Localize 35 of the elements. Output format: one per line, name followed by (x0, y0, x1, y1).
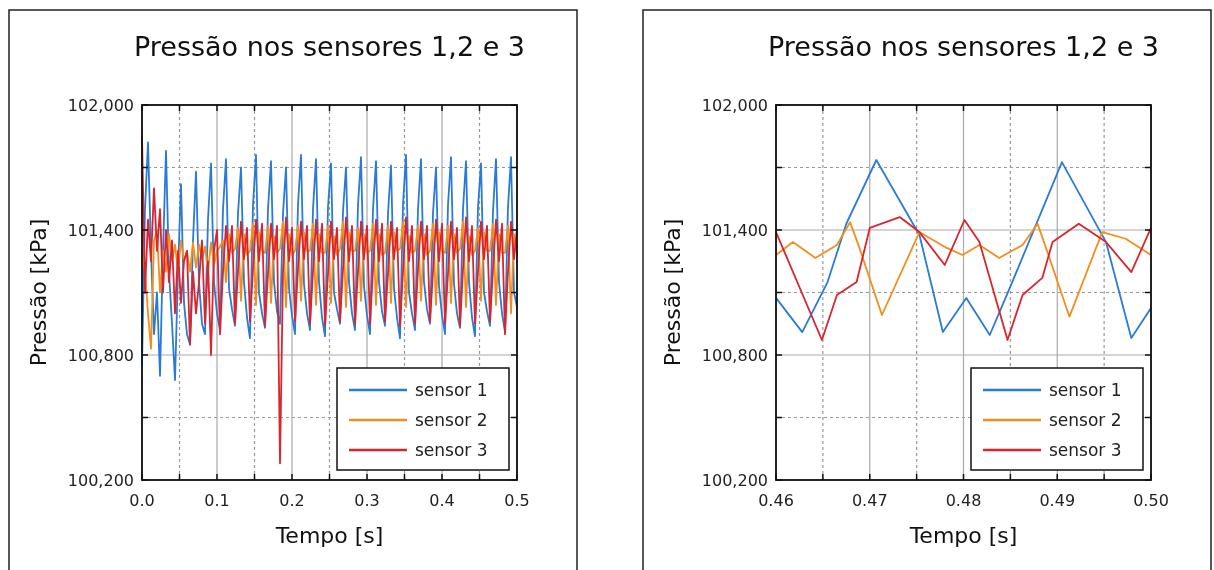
legend-label: sensor 3 (415, 440, 488, 460)
x-axis-title: Tempo [s] (908, 523, 1018, 548)
x-tick-label: 0.46 (758, 491, 794, 510)
y-axis-title: Pressão [kPa] (26, 218, 51, 367)
chart-title: Pressão nos sensores 1,2 e 3 (133, 31, 526, 62)
x-tick-label: 0.49 (1039, 491, 1076, 510)
legend-label: sensor 2 (1049, 410, 1122, 430)
line-series (775, 159, 1152, 339)
legend-label: sensor 3 (1049, 440, 1122, 460)
legend-label: sensor 2 (415, 410, 488, 430)
x-tick-label: 0.48 (945, 491, 982, 510)
y-tick-label: 101,400 (67, 221, 134, 240)
y-tick-label: 102,000 (67, 96, 134, 115)
y-tick-label: 100,800 (701, 346, 768, 365)
x-tick-label: 0.2 (279, 491, 305, 510)
x-tick-label: 0.47 (851, 491, 888, 510)
x-tick-label: 0.4 (429, 491, 455, 510)
x-tick-label: 0.1 (204, 491, 230, 510)
chart-title: Pressão nos sensores 1,2 e 3 (767, 31, 1160, 62)
line-series (775, 216, 1152, 341)
x-tick-label: 0.3 (354, 491, 380, 510)
line-series (775, 221, 1152, 318)
y-tick-label: 100,200 (701, 471, 768, 490)
x-tick-label: 0.0 (129, 491, 155, 510)
x-tick-label: 0.50 (1133, 491, 1169, 510)
y-tick-label: 100,200 (67, 471, 134, 490)
line-series (141, 220, 518, 350)
y-tick-label: 100,800 (67, 346, 134, 365)
x-tick-label: 0.5 (504, 491, 530, 510)
legend-label: sensor 1 (1049, 380, 1122, 400)
x-axis-title: Tempo [s] (274, 523, 384, 548)
y-tick-label: 101,400 (701, 221, 768, 240)
legend-label: sensor 1 (415, 380, 488, 400)
y-tick-label: 102,000 (701, 96, 768, 115)
y-axis-title: Pressão [kPa] (660, 218, 685, 367)
